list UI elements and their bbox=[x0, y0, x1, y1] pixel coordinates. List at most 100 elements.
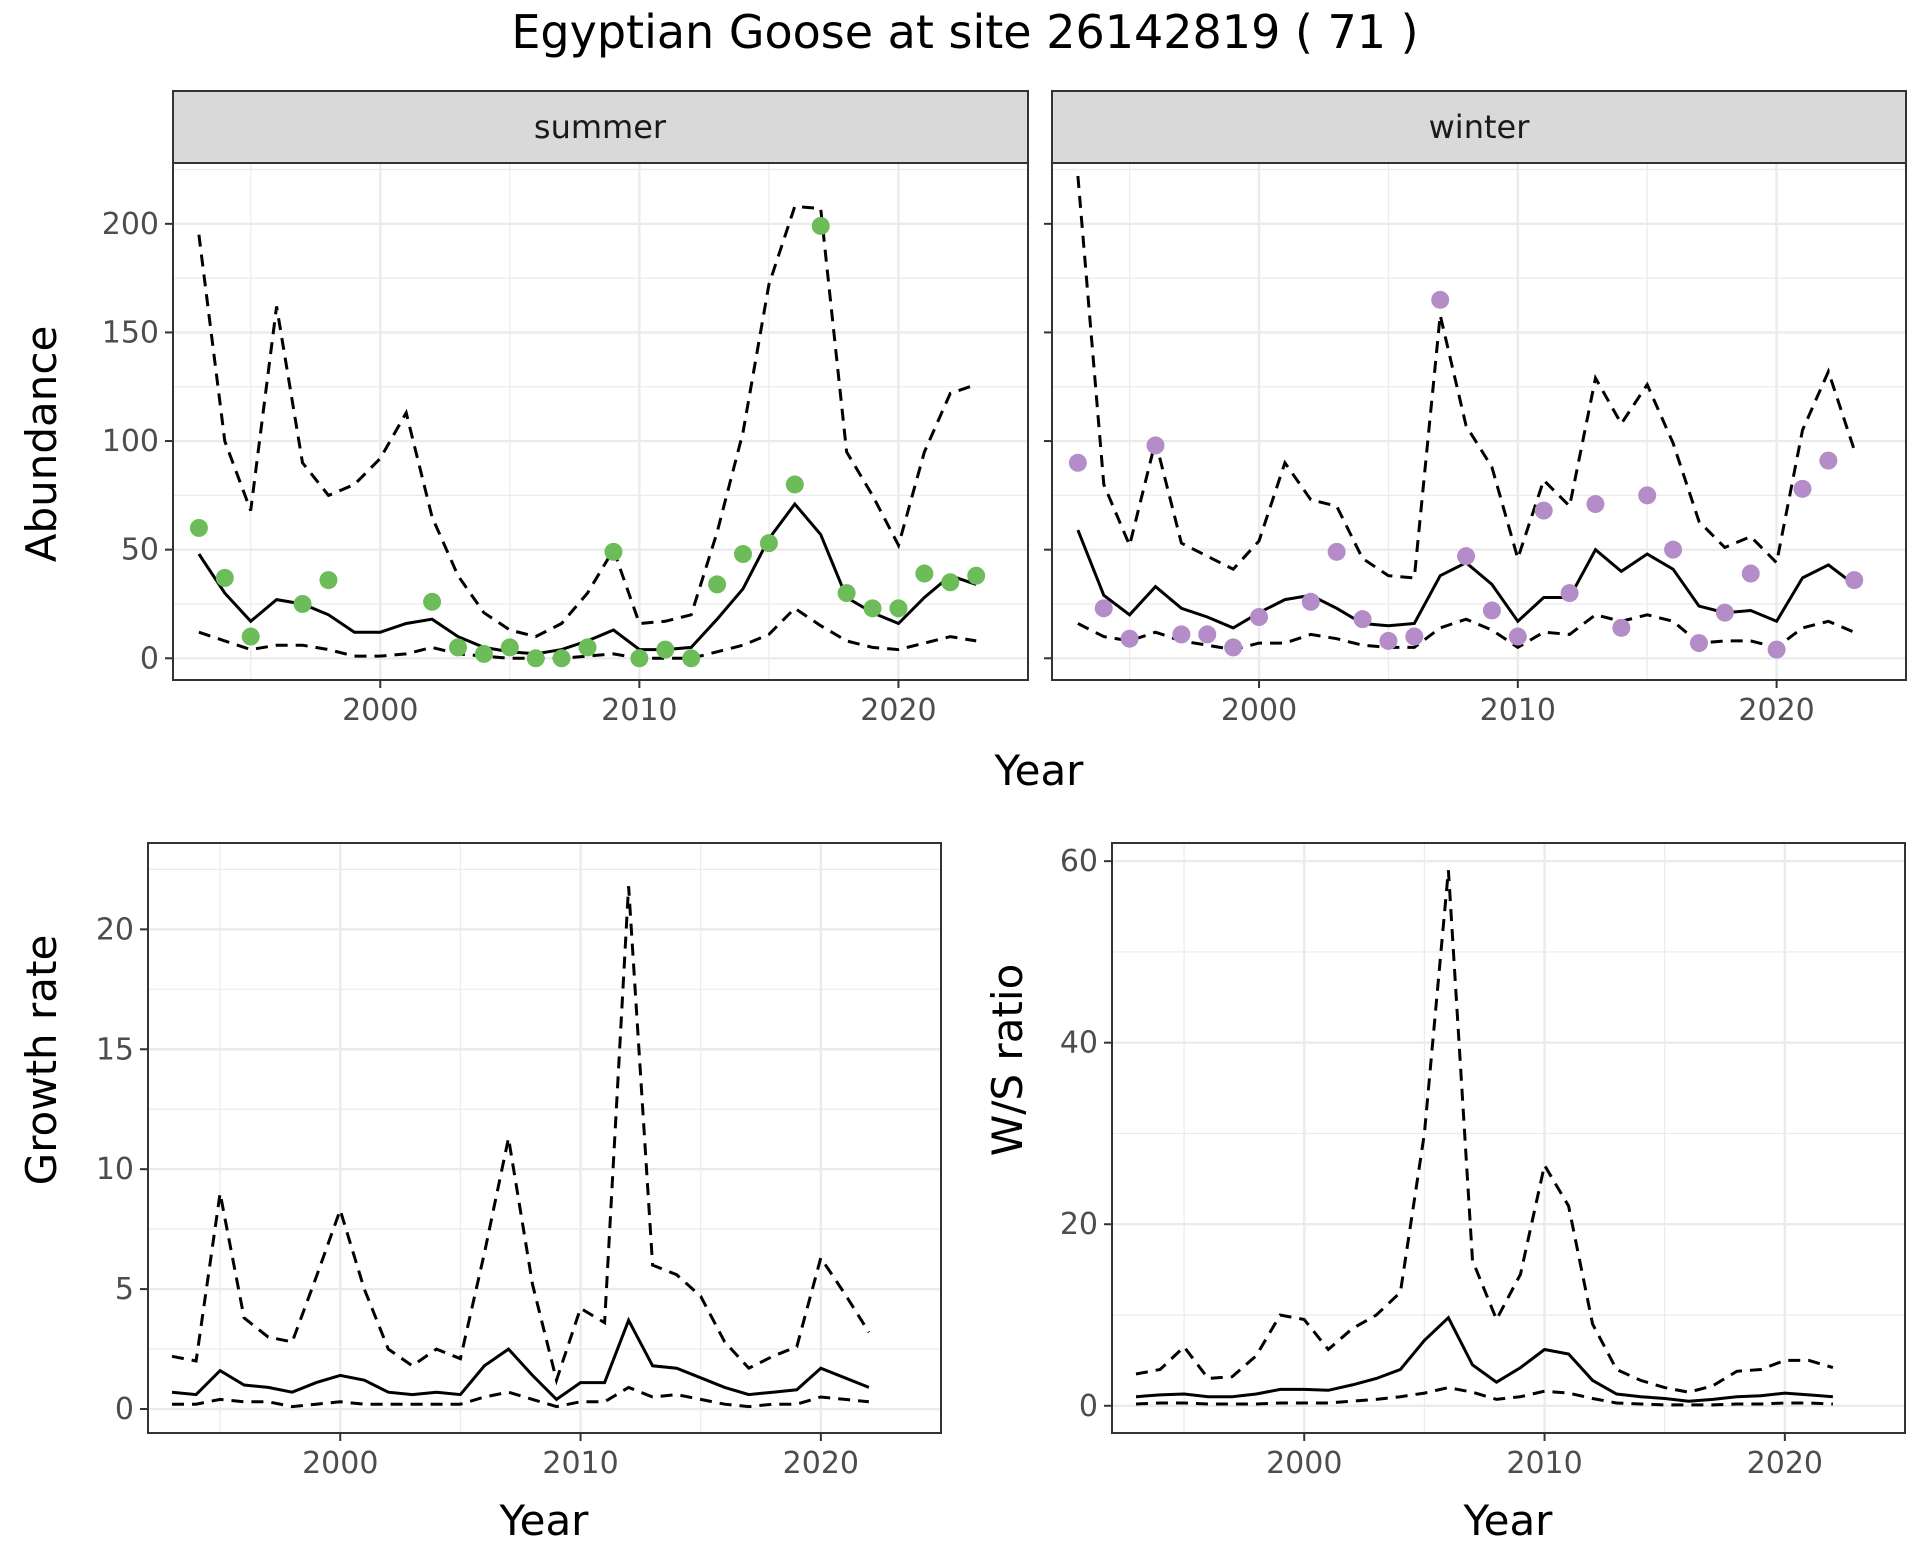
summer-panel-border bbox=[172, 162, 1029, 681]
summer-observed-point bbox=[863, 599, 882, 618]
ws-upper-line bbox=[1135, 870, 1834, 1394]
summer-observed-point bbox=[785, 475, 804, 494]
summer-upper-line bbox=[197, 204, 977, 639]
winter-observed-point bbox=[1638, 486, 1657, 505]
winter-observed-point bbox=[1534, 501, 1553, 520]
ws-estimate-line bbox=[1135, 1315, 1834, 1403]
winter-observed-point bbox=[1508, 627, 1527, 646]
summer-observed-point bbox=[967, 566, 986, 585]
summer-y-tick-label: 100 bbox=[102, 424, 159, 459]
summer-observed-point bbox=[811, 216, 830, 235]
growth-y-tick-label: 5 bbox=[115, 1272, 134, 1307]
strip-label-summer: summer bbox=[534, 108, 667, 146]
winter-observed-point bbox=[1120, 629, 1139, 648]
growth-estimate-line bbox=[171, 1316, 870, 1402]
ws-panel: 2000 2010 2020 0 20 40 60 bbox=[1060, 842, 1906, 1481]
winter-lower-line bbox=[1077, 613, 1855, 652]
summer-x-tick-label: 2020 bbox=[860, 693, 936, 728]
winter-observed-point bbox=[1224, 638, 1243, 657]
summer-observed-point bbox=[915, 564, 934, 583]
ws-y-tick-label: 20 bbox=[1060, 1207, 1098, 1242]
strip-label-winter: winter bbox=[1429, 108, 1531, 146]
summer-x-tick-label: 2010 bbox=[601, 693, 677, 728]
ws-x-tick-label: 2010 bbox=[1506, 1446, 1582, 1481]
winter-observed-point bbox=[1664, 540, 1683, 559]
summer-y-tick-label: 150 bbox=[102, 315, 159, 350]
summer-panel: 2000 2010 2020 0 50 100 150 200 bbox=[102, 162, 1029, 728]
growth-x-tick-label: 2000 bbox=[302, 1446, 378, 1481]
summer-observed-point bbox=[423, 592, 442, 611]
winter-observed-point bbox=[1431, 290, 1450, 309]
abundance-x-axis-title: Year bbox=[994, 746, 1085, 795]
summer-observed-point bbox=[526, 649, 545, 668]
winter-observed-point bbox=[1146, 436, 1165, 455]
summer-observed-point bbox=[708, 575, 727, 594]
summer-observed-point bbox=[319, 571, 338, 590]
winter-observed-point bbox=[1819, 451, 1838, 470]
summer-observed-point bbox=[656, 640, 675, 659]
summer-observed-point bbox=[889, 599, 908, 618]
summer-observed-point bbox=[552, 649, 571, 668]
winter-observed-point bbox=[1094, 599, 1113, 618]
winter-x-tick-label: 2000 bbox=[1221, 693, 1297, 728]
growth-panel: 2000 2010 2020 0 5 10 15 20 bbox=[96, 842, 942, 1481]
summer-observed-point bbox=[189, 518, 208, 537]
winter-observed-point bbox=[1560, 584, 1579, 603]
summer-observed-point bbox=[578, 638, 597, 657]
winter-observed-point bbox=[1715, 603, 1734, 622]
summer-observed-point bbox=[630, 649, 649, 668]
growth-y-axis-title: Growth rate bbox=[17, 935, 66, 1186]
winter-x-tick-label: 2020 bbox=[1738, 693, 1814, 728]
summer-observed-point bbox=[241, 627, 260, 646]
ws-y-tick-label: 40 bbox=[1060, 1026, 1098, 1061]
ws-y-axis-title: W/S ratio bbox=[983, 964, 1032, 1157]
summer-observed-point bbox=[759, 534, 778, 553]
ws-y-tick-label: 60 bbox=[1060, 844, 1098, 879]
ws-lower-line bbox=[1135, 1386, 1833, 1407]
winter-panel: 2000 2010 2020 bbox=[1044, 162, 1907, 728]
winter-panel-border bbox=[1051, 162, 1907, 681]
winter-observed-point bbox=[1845, 571, 1864, 590]
summer-observed-point bbox=[734, 545, 752, 564]
winter-observed-point bbox=[1172, 625, 1191, 644]
growth-lower-line bbox=[172, 1385, 870, 1409]
summer-y-tick-label: 50 bbox=[121, 533, 159, 568]
summer-observed-point bbox=[837, 584, 856, 603]
winter-x-tick-label: 2010 bbox=[1480, 693, 1556, 728]
summer-observed-point bbox=[682, 649, 701, 668]
summer-observed-point bbox=[474, 644, 493, 663]
ws-panel-border bbox=[1111, 842, 1906, 1434]
winter-observed-point bbox=[1741, 564, 1760, 583]
winter-observed-point bbox=[1767, 640, 1786, 659]
growth-x-axis-title: Year bbox=[499, 1496, 590, 1545]
growth-y-tick-label: 15 bbox=[96, 1032, 134, 1067]
winter-observed-point bbox=[1689, 634, 1708, 653]
winter-observed-point bbox=[1405, 627, 1424, 646]
summer-observed-point bbox=[293, 594, 312, 613]
growth-y-tick-label: 20 bbox=[96, 912, 134, 947]
ws-x-tick-label: 2020 bbox=[1747, 1446, 1823, 1481]
winter-panel-background bbox=[1052, 163, 1906, 680]
summer-observed-point bbox=[604, 542, 623, 561]
strip-summer bbox=[172, 90, 1029, 164]
abundance-y-axis-title: Abundance bbox=[17, 326, 66, 563]
summer-panel-background bbox=[173, 163, 1028, 680]
figure-title: Egyptian Goose at site 26142819 ( 71 ) bbox=[511, 5, 1418, 59]
growth-y-tick-label: 10 bbox=[96, 1152, 134, 1187]
winter-observed-point bbox=[1198, 625, 1217, 644]
summer-observed-point bbox=[941, 573, 960, 592]
summer-observed-point bbox=[215, 568, 234, 587]
summer-y-tick-label: 0 bbox=[140, 641, 159, 676]
winter-observed-point bbox=[1457, 547, 1476, 566]
summer-y-tick-label: 200 bbox=[102, 207, 159, 242]
winter-observed-point bbox=[1482, 601, 1501, 620]
ws-x-tick-label: 2000 bbox=[1266, 1446, 1342, 1481]
winter-observed-point bbox=[1612, 618, 1631, 637]
winter-observed-point bbox=[1793, 479, 1812, 498]
winter-observed-point bbox=[1327, 542, 1346, 561]
winter-upper-line bbox=[1076, 175, 1856, 580]
growth-panel-background bbox=[148, 843, 941, 1433]
winter-observed-point bbox=[1068, 453, 1087, 472]
